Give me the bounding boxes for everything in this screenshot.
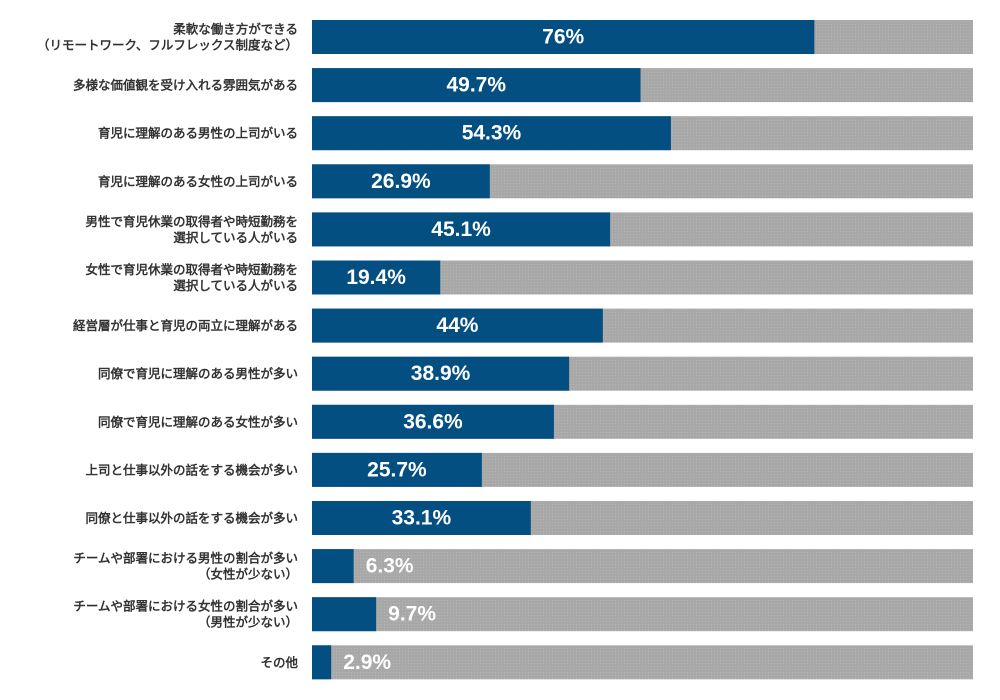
bar	[312, 549, 354, 584]
bar	[312, 308, 603, 343]
value-label: 6.3%	[366, 555, 414, 578]
value-label: 36.6%	[403, 410, 463, 433]
category-label: 育児に理解のある男性の上司がいる	[98, 126, 298, 141]
value-label: 19.4%	[346, 266, 406, 289]
category-label: 同僚と仕事以外の話をする機会が多い	[85, 511, 298, 526]
bar-row: 同僚で育児に理解のある女性が多い 36.6%	[98, 404, 973, 439]
bar-row: 育児に理解のある女性の上司がいる 26.9%	[98, 164, 973, 199]
category-label: 経営層が仕事と育児の両立に理解がある	[73, 318, 298, 333]
bar-row: 多様な価値観を受け入れる雰囲気がある 49.7%	[73, 68, 973, 103]
bar	[312, 404, 554, 439]
category-label: （男性が少ない）	[198, 615, 298, 630]
bar-row: チームや部署における男性の割合が多い（女性が少ない） 6.3%	[73, 549, 973, 584]
bar-row: 上司と仕事以外の話をする機会が多い 25.7%	[85, 452, 973, 487]
category-label: 多様な価値観を受け入れる雰囲気がある	[73, 78, 298, 93]
value-label: 76%	[542, 26, 584, 49]
bar	[312, 356, 570, 391]
value-label: 26.9%	[371, 170, 431, 193]
bar-track	[312, 597, 973, 632]
value-label: 54.3%	[462, 122, 522, 145]
category-label: チームや部署における男性の割合が多い	[73, 551, 298, 566]
bar-track	[312, 645, 973, 680]
bar	[312, 212, 611, 247]
value-label: 49.7%	[446, 74, 506, 97]
bar-row: その他 2.9%	[260, 645, 973, 680]
value-label: 38.9%	[411, 362, 471, 385]
bar	[312, 260, 441, 295]
value-label: 9.7%	[388, 603, 436, 626]
bar	[312, 597, 377, 632]
category-label: 男性で育児休業の取得者や時短勤務を	[85, 214, 298, 229]
bar	[312, 501, 531, 535]
value-label: 44%	[436, 314, 478, 337]
bar	[312, 20, 815, 54]
bar-row: 同僚で育児に理解のある男性が多い 38.9%	[98, 356, 973, 391]
category-label: 同僚で育児に理解のある女性が多い	[98, 414, 298, 429]
category-label: 育児に理解のある女性の上司がいる	[98, 174, 298, 189]
category-label: 同僚で育児に理解のある男性が多い	[98, 366, 298, 381]
value-label: 33.1%	[392, 507, 452, 530]
bar	[312, 452, 482, 487]
value-label: 25.7%	[367, 458, 427, 481]
category-label: 柔軟な働き方ができる	[172, 22, 298, 37]
category-label: 女性で育児休業の取得者や時短勤務を	[85, 262, 298, 277]
value-label: 2.9%	[343, 651, 391, 674]
bar-row: 同僚と仕事以外の話をする機会が多い 33.1%	[85, 501, 973, 535]
bar-row: 経営層が仕事と育児の両立に理解がある 44%	[73, 308, 973, 343]
value-label: 45.1%	[431, 218, 491, 241]
category-label: チームや部署における女性の割合が多い	[73, 599, 298, 614]
category-label: その他	[260, 655, 298, 670]
chart-rows: 柔軟な働き方ができる（リモートワーク、フルフレックス制度など） 76% 多様な価値観…	[37, 20, 973, 680]
category-label: 選択している人がいる	[173, 278, 298, 293]
bar-track	[312, 549, 973, 584]
bar	[312, 164, 490, 199]
category-label: （リモートワーク、フルフレックス制度など）	[37, 38, 298, 53]
bar-row: チームや部署における女性の割合が多い（男性が少ない） 9.7%	[73, 597, 973, 632]
bar-row: 育児に理解のある男性の上司がいる 54.3%	[98, 116, 973, 151]
bar	[312, 68, 641, 103]
category-label: 選択している人がいる	[173, 230, 298, 245]
category-label: 上司と仕事以外の話をする機会が多い	[85, 462, 298, 477]
category-label: （女性が少ない）	[198, 567, 298, 582]
bar-row: 柔軟な働き方ができる（リモートワーク、フルフレックス制度など） 76%	[37, 20, 973, 54]
bar	[312, 116, 671, 151]
bar	[312, 645, 332, 680]
